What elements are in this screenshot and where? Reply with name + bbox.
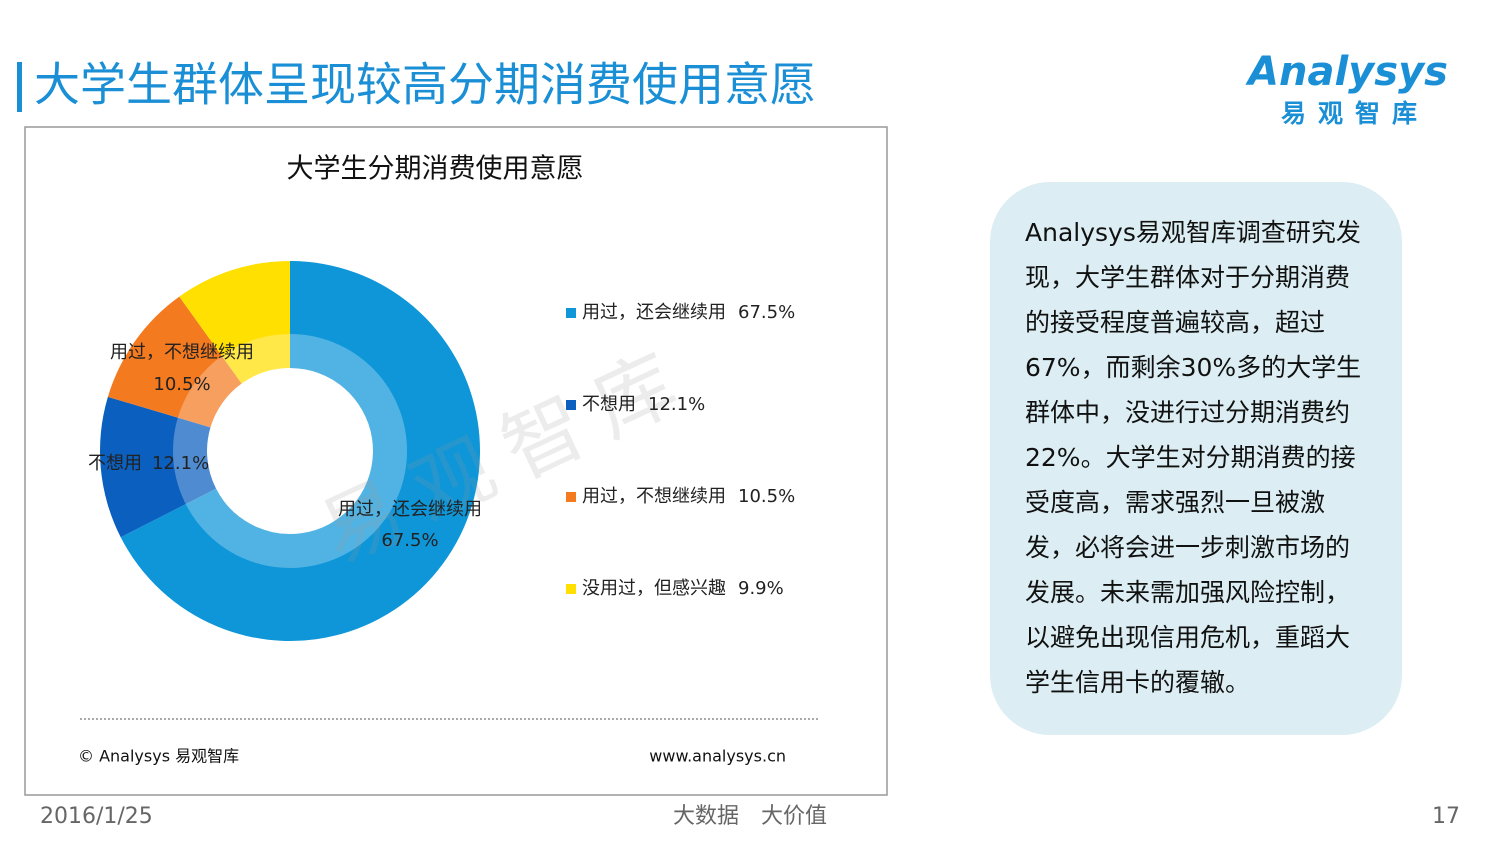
page-number: 17 xyxy=(1432,804,1460,829)
data-label-name: 不想用 xyxy=(88,453,142,474)
donut-slice xyxy=(179,261,290,384)
inner-ring xyxy=(173,334,407,568)
legend-swatch xyxy=(566,492,576,502)
summary-line: Analysys易观智库调查研究发 xyxy=(1025,218,1361,247)
summary-line: 67%，而剩余30%多的大学生 xyxy=(1025,353,1361,382)
slogan: 大数据 大价值 xyxy=(673,804,827,829)
copyright: © Analysys 易观智库 xyxy=(78,747,239,766)
chart-title: 大学生分期消费使用意愿 xyxy=(287,154,584,185)
legend-swatch xyxy=(566,308,576,318)
date: 2016/1/25 xyxy=(40,804,153,829)
summary-text: Analysys易观智库调查研究发现，大学生群体对于分期消费的接受程度普遍较高，… xyxy=(1025,218,1361,697)
summary-line: 群体中，没进行过分期消费约 xyxy=(1025,398,1350,427)
logo-subtitle: 易观智库 xyxy=(1281,99,1429,128)
legend-value: 12.1% xyxy=(648,394,705,415)
donut-slice xyxy=(107,296,242,428)
legend-label: 用过，不想继续用 xyxy=(582,486,726,507)
data-label: 67.5% xyxy=(381,530,438,551)
legend-label: 没用过，但感兴趣 xyxy=(582,578,726,599)
summary-box xyxy=(990,182,1402,735)
legend-swatch xyxy=(566,400,576,410)
summary-line: 现，大学生群体对于分期消费 xyxy=(1025,263,1350,292)
summary-line: 受度高，需求强烈一旦被激 xyxy=(1025,488,1325,517)
summary-line: 发展。未来需加强风险控制， xyxy=(1025,578,1350,607)
source-url: www.analysys.cn xyxy=(649,747,786,766)
data-label-name: 用过，不想继续用 xyxy=(110,342,254,363)
data-label-name: 用过，还会继续用 xyxy=(338,499,482,520)
summary-line: 发，必将会进一步刺激市场的 xyxy=(1025,533,1350,562)
legend-label: 用过，还会继续用 xyxy=(582,302,726,323)
summary-line: 学生信用卡的覆辙。 xyxy=(1025,668,1250,697)
slide-title: 大学生群体呈现较高分期消费使用意愿 xyxy=(34,58,816,112)
legend-value: 9.9% xyxy=(738,578,784,599)
data-label: 12.1% xyxy=(152,453,209,474)
data-label: 10.5% xyxy=(153,374,210,395)
legend-swatch xyxy=(566,584,576,594)
title-bar xyxy=(17,62,22,112)
donut-slice xyxy=(100,396,217,538)
logo-brand: Analysys xyxy=(1245,49,1448,95)
legend-label: 不想用 xyxy=(582,394,636,415)
legend-value: 67.5% xyxy=(738,302,795,323)
donut-slice xyxy=(120,261,481,641)
legend-value: 10.5% xyxy=(738,486,795,507)
summary-line: 22%。大学生对分期消费的接 xyxy=(1025,443,1356,472)
summary-line: 以避免出现信用危机，重蹈大 xyxy=(1025,623,1350,652)
summary-line: 的接受程度普遍较高，超过 xyxy=(1025,308,1325,337)
